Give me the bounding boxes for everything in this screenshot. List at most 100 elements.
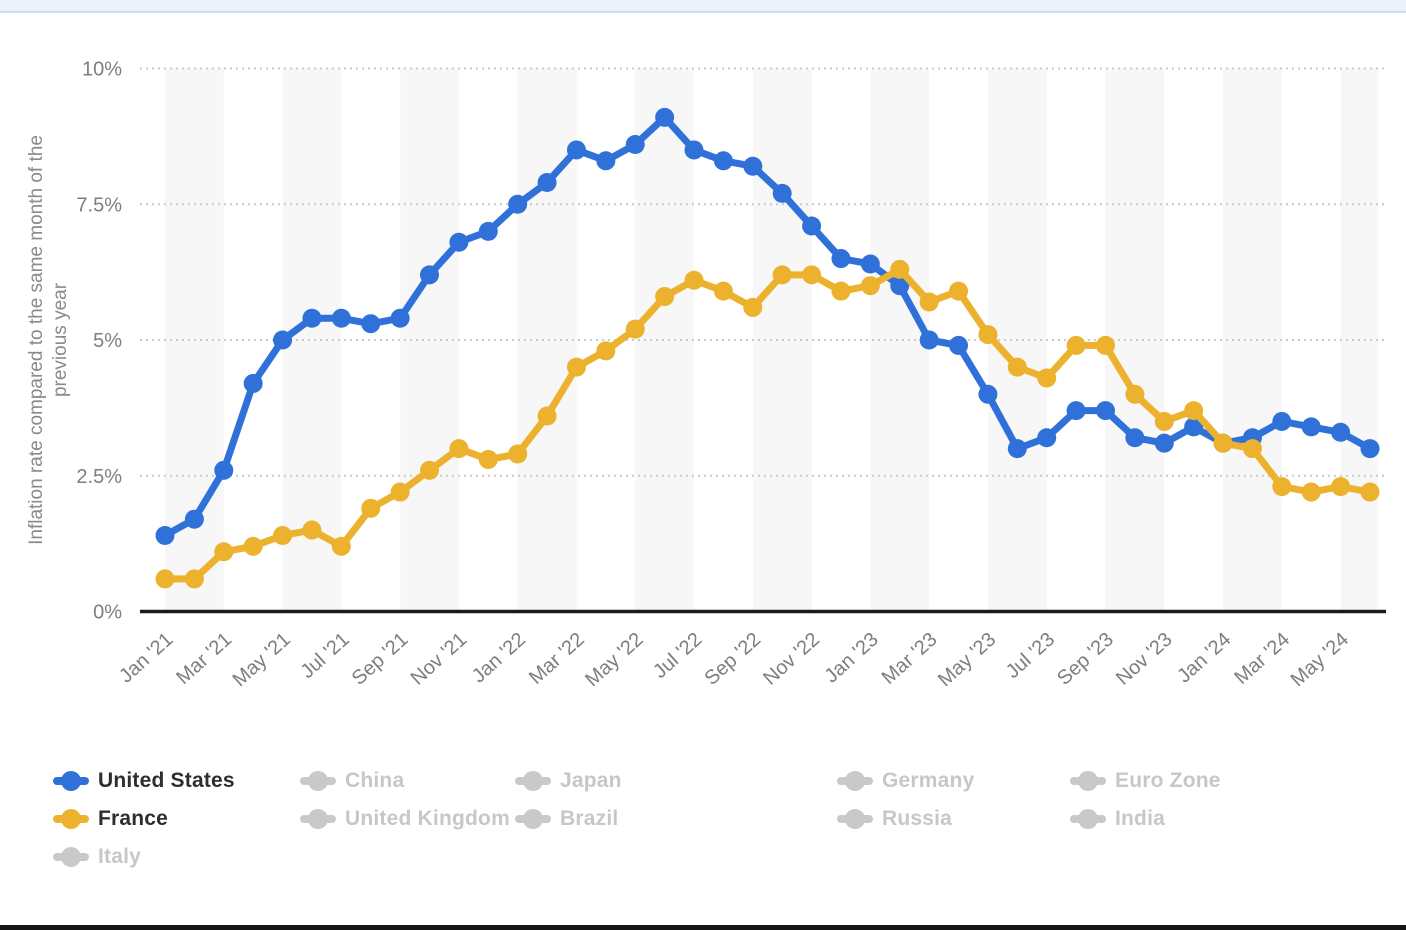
data-point <box>390 482 410 502</box>
data-point <box>919 330 939 350</box>
x-tick-label: Mar '23 <box>878 628 942 689</box>
data-point <box>508 194 528 214</box>
data-point <box>214 542 234 562</box>
data-point <box>713 281 733 301</box>
data-point <box>1272 411 1292 431</box>
legend-line-dot-icon <box>53 809 89 829</box>
x-tick-label: Mar '24 <box>1230 628 1294 689</box>
x-tick-label: May '21 <box>229 628 295 691</box>
data-point <box>1301 417 1321 437</box>
x-tick-label: Mar '22 <box>525 628 589 689</box>
y-tick-label: 5% <box>93 330 122 352</box>
data-point <box>537 406 557 426</box>
x-tick-label: Jul '22 <box>649 628 706 683</box>
legend-item-japan[interactable]: Japan <box>515 762 837 800</box>
legend-item-india[interactable]: India <box>1070 800 1393 838</box>
x-tick-label: May '23 <box>934 628 1000 691</box>
chart-legend: United States China Japan Germany Euro Zone F… <box>53 762 1393 876</box>
data-point <box>1125 428 1145 448</box>
data-point <box>684 140 704 160</box>
data-point <box>772 265 792 285</box>
data-point <box>155 525 175 545</box>
data-point <box>1184 401 1204 421</box>
data-point <box>1331 477 1351 497</box>
page-top-bar <box>0 0 1406 13</box>
data-point <box>772 183 792 203</box>
data-point <box>596 341 616 361</box>
data-point <box>273 525 293 545</box>
data-point <box>1007 439 1027 459</box>
legend-label: United Kingdom <box>345 807 510 830</box>
data-point <box>743 156 763 176</box>
y-axis-title: Inflation rate compared to the same mont… <box>26 135 71 545</box>
legend-label: Japan <box>560 769 622 792</box>
legend-marker-dot <box>308 771 328 791</box>
data-point <box>890 259 910 279</box>
data-point <box>625 319 645 339</box>
data-point <box>655 287 675 307</box>
data-point <box>1066 335 1086 355</box>
data-point <box>1095 335 1115 355</box>
data-point <box>684 270 704 290</box>
y-axis-labels: 0% 2.5% 5% 7.5% 10% <box>76 59 122 624</box>
legend-label: China <box>345 769 405 792</box>
data-point <box>743 297 763 317</box>
x-tick-label: May '22 <box>581 628 647 691</box>
data-point <box>449 439 469 459</box>
data-point <box>420 265 440 285</box>
legend-item-united-kingdom[interactable]: United Kingdom <box>300 800 515 838</box>
data-point <box>919 292 939 312</box>
legend-marker-dot <box>523 771 543 791</box>
legend-line-dot-icon <box>300 809 336 829</box>
legend-item-brazil[interactable]: Brazil <box>515 800 837 838</box>
legend-line-dot-icon <box>300 771 336 791</box>
series-united-states[interactable] <box>155 107 1380 545</box>
legend-line-dot-icon <box>837 771 873 791</box>
data-point <box>625 135 645 155</box>
legend-marker-dot <box>845 771 865 791</box>
legend-item-italy[interactable]: Italy <box>53 838 300 876</box>
legend-line-dot-icon <box>53 847 89 867</box>
legend-item-germany[interactable]: Germany <box>837 762 1070 800</box>
data-point <box>1154 433 1174 453</box>
legend-marker-dot <box>61 809 81 829</box>
data-point <box>508 444 528 464</box>
legend-line-dot-icon <box>837 809 873 829</box>
plot-band <box>870 68 930 612</box>
data-point <box>1095 401 1115 421</box>
legend-item-china[interactable]: China <box>300 762 515 800</box>
data-point <box>596 151 616 171</box>
legend-label: France <box>98 807 169 830</box>
x-tick-label: May '24 <box>1287 628 1353 691</box>
data-point <box>214 460 234 480</box>
data-point <box>1037 428 1057 448</box>
x-tick-label: Sep '21 <box>348 628 413 689</box>
x-tick-label: Nov '23 <box>1112 628 1177 689</box>
legend-label: Russia <box>882 807 953 830</box>
data-point <box>1184 417 1204 437</box>
legend-item-united-states[interactable]: United States <box>53 762 300 800</box>
data-point <box>1213 433 1233 453</box>
data-point <box>449 232 469 252</box>
data-point <box>831 249 851 269</box>
x-tick-label: Mar '21 <box>172 628 236 689</box>
y-tick-label: 2.5% <box>76 466 122 488</box>
legend-item-russia[interactable]: Russia <box>837 800 1070 838</box>
data-point <box>478 449 498 469</box>
series-france[interactable] <box>155 259 1380 589</box>
plot-band <box>1223 68 1282 612</box>
x-tick-label: Sep '22 <box>700 628 765 689</box>
data-point <box>1154 411 1174 431</box>
data-point <box>331 536 351 556</box>
legend-item-france[interactable]: France <box>53 800 300 838</box>
data-point <box>361 498 381 518</box>
data-point <box>390 308 410 328</box>
legend-marker-dot <box>1078 771 1098 791</box>
data-point <box>802 265 822 285</box>
legend-marker-dot <box>1078 809 1098 829</box>
data-point <box>478 221 498 241</box>
data-point <box>949 281 969 301</box>
legend-item-euro-zone[interactable]: Euro Zone <box>1070 762 1393 800</box>
data-point <box>566 357 586 377</box>
